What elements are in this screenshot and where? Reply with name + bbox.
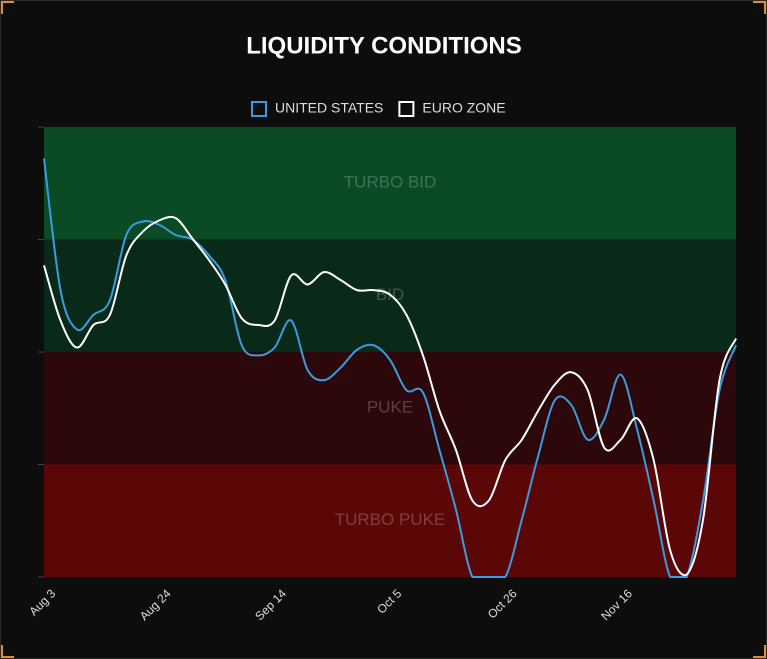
chart-title: LIQUIDITY CONDITIONS [246, 32, 522, 59]
zone-label: PUKE [367, 398, 413, 417]
legend-label: EURO ZONE [422, 100, 505, 116]
legend-label: UNITED STATES [275, 100, 383, 116]
zone [44, 352, 736, 465]
zone [44, 464, 736, 577]
legend-swatch [398, 101, 415, 117]
legend-swatch [251, 101, 267, 117]
line [43, 158, 737, 578]
line [43, 215, 737, 577]
zone-label: TURBO PUKE [335, 510, 446, 529]
zone-label: TURBO BID [344, 173, 437, 192]
